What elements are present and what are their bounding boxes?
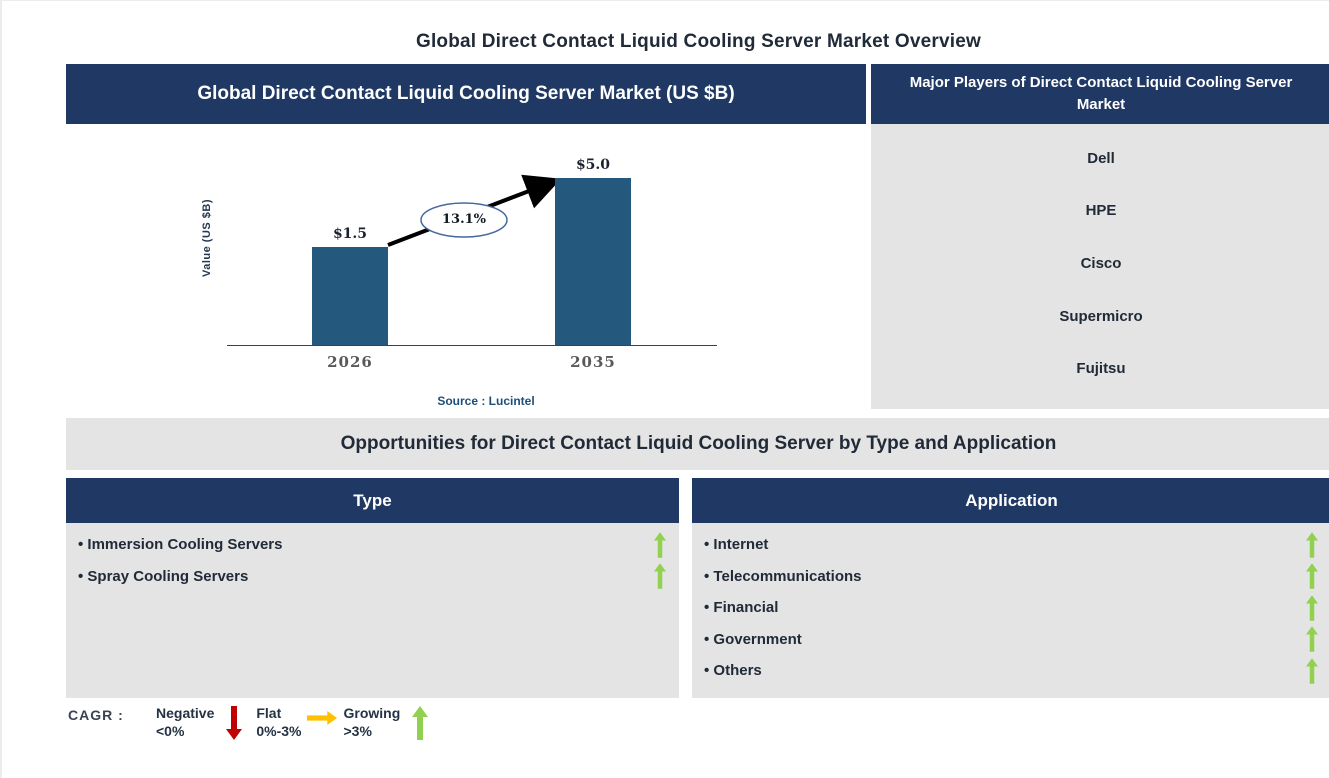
legend-entry-range: <0% (156, 723, 185, 739)
list-item: Financial (692, 592, 1329, 624)
legend-entry-label: Negative (156, 705, 215, 721)
growth-up-arrow-icon (1306, 626, 1318, 652)
chart-bar (555, 178, 631, 346)
bar-value-label: $5.0 (575, 157, 611, 173)
growth-up-arrow-icon (654, 563, 666, 589)
list-item-label: Financial (692, 599, 1306, 616)
y-axis-label: Value (US $B) (201, 198, 213, 278)
list-item: Immersion Cooling Servers (66, 529, 679, 561)
growth-up-arrow-icon (1306, 532, 1318, 558)
cagr-legend: CAGR : Negative <0% Flat 0%-3% (68, 704, 442, 741)
legend-entry-text: Flat 0%-3% (256, 704, 301, 740)
list-item: Others (692, 655, 1329, 687)
list-item: Government (692, 624, 1329, 656)
major-players-panel: Major Players of Direct Contact Liquid C… (871, 64, 1329, 409)
bar-group-2026: $1.5 (312, 226, 388, 346)
growth-up-arrow-icon (1306, 563, 1318, 589)
list-item-label: Spray Cooling Servers (66, 568, 654, 585)
legend-arrow-icon (226, 705, 243, 741)
list-item-label: Others (692, 662, 1306, 679)
major-players-header: Major Players of Direct Contact Liquid C… (871, 64, 1329, 124)
legend-arrow-icon (306, 705, 337, 733)
legend-arrow-icon (412, 705, 429, 741)
list-item-label: Telecommunications (692, 568, 1306, 585)
bar-value-label: $1.5 (332, 226, 368, 242)
opportunities-band: Opportunities for Direct Contact Liquid … (66, 418, 1329, 470)
list-item-label: Immersion Cooling Servers (66, 536, 654, 553)
chart-panel-header: Global Direct Contact Liquid Cooling Ser… (66, 64, 866, 124)
application-panel-header: Application (692, 478, 1329, 523)
x-tick-label: 2035 (570, 353, 616, 371)
page-title: Global Direct Contact Liquid Cooling Ser… (415, 31, 982, 52)
list-item-label: Government (692, 631, 1306, 648)
bar-group-2035: $5.0 (555, 157, 631, 346)
x-tick-label: 2026 (327, 353, 373, 371)
application-panel-header-label: Application (965, 490, 1058, 510)
legend-entry-range: 0%-3% (256, 723, 302, 739)
list-item: Spray Cooling Servers (66, 561, 679, 593)
legend-entry: Flat 0%-3% (256, 704, 343, 741)
cagr-value: 13.1% (441, 212, 486, 227)
bar-chart: Value (US $B) $1.5 $5.0 2026 2035 13.1% … (66, 124, 866, 414)
player-name: Fujitsu (1076, 360, 1126, 378)
chart-source: Source : Lucintel (437, 394, 535, 408)
growth-up-arrow-icon (1306, 658, 1318, 684)
legend-entry: Growing >3% (344, 704, 443, 741)
major-players-list: Dell HPE Cisco Supermicro Fujitsu (871, 124, 1329, 409)
legend-entry-range: >3% (343, 723, 372, 739)
legend-entry-text: Growing >3% (344, 704, 401, 740)
cagr-legend-prefix: CAGR : (68, 707, 124, 723)
player-name: Cisco (1080, 254, 1122, 272)
legend-entry-label: Growing (343, 705, 401, 721)
chart-bar (312, 247, 388, 346)
type-panel: Type Immersion Cooling Servers Spray Coo… (66, 478, 679, 698)
application-panel: Application Internet Telecommunications (692, 478, 1329, 698)
cagr-legend-entries: Negative <0% Flat 0%-3% (156, 704, 442, 741)
list-item-label: Internet (692, 536, 1306, 553)
opportunities-title: Opportunities for Direct Contact Liquid … (340, 433, 1057, 454)
player-name: HPE (1085, 202, 1117, 220)
type-panel-header-label: Type (353, 490, 392, 510)
legend-entry: Negative <0% (156, 704, 256, 741)
x-axis-line (227, 345, 717, 346)
player-name: Supermicro (1059, 307, 1143, 325)
cagr-arrow-graphic (387, 174, 562, 247)
list-item: Telecommunications (692, 561, 1329, 593)
type-list: Immersion Cooling Servers Spray Cooling … (66, 523, 679, 698)
growth-up-arrow-icon (654, 532, 666, 558)
growth-up-arrow-icon (1306, 595, 1318, 621)
major-players-header-label: Major Players of Direct Contact Liquid C… (909, 74, 1293, 113)
application-list: Internet Telecommunications Financial (692, 523, 1329, 698)
list-item: Internet (692, 529, 1329, 561)
type-panel-header: Type (66, 478, 679, 523)
legend-entry-label: Flat (256, 705, 282, 721)
player-name: Dell (1087, 149, 1115, 167)
chart-panel-header-label: Global Direct Contact Liquid Cooling Ser… (197, 83, 735, 104)
legend-entry-text: Negative <0% (156, 704, 214, 740)
